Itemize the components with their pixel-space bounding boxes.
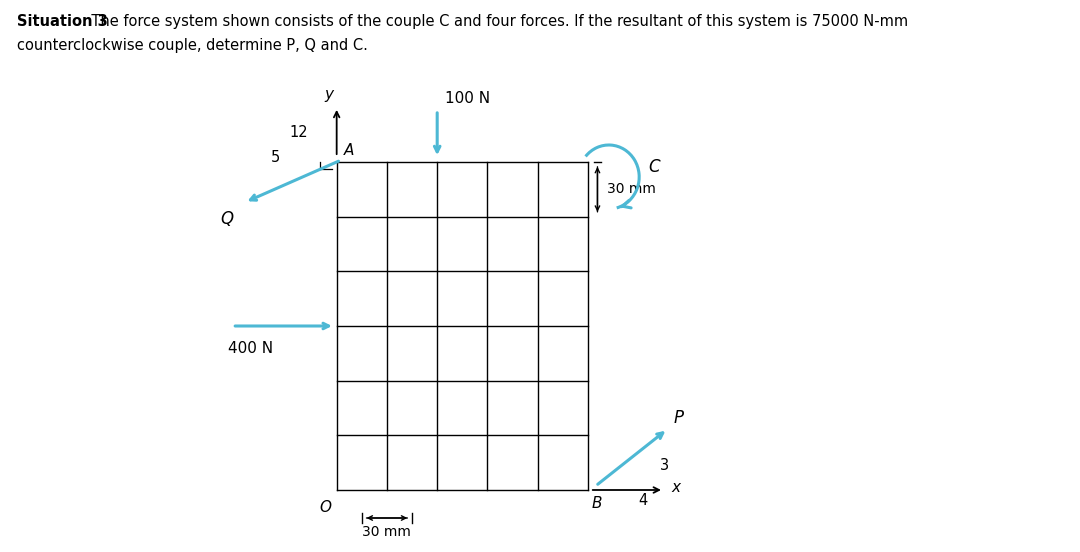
Text: 4: 4 <box>638 493 648 508</box>
Text: 30 mm: 30 mm <box>363 525 411 539</box>
Text: A: A <box>345 143 354 158</box>
Text: x: x <box>672 480 680 496</box>
Text: counterclockwise couple, determine P, Q and C.: counterclockwise couple, determine P, Q … <box>17 38 368 53</box>
Text: Q: Q <box>220 210 233 229</box>
Text: 100 N: 100 N <box>445 91 490 106</box>
Text: 5: 5 <box>270 151 280 166</box>
Text: 400 N: 400 N <box>228 341 273 356</box>
Text: O: O <box>320 500 332 515</box>
Text: B: B <box>592 496 603 511</box>
Text: . The force system shown consists of the couple C and four forces. If the result: . The force system shown consists of the… <box>82 14 907 29</box>
Text: C: C <box>649 158 660 176</box>
Text: y: y <box>325 87 334 102</box>
Text: 12: 12 <box>289 125 308 140</box>
Text: 3: 3 <box>660 459 670 474</box>
Text: Situation 3: Situation 3 <box>17 14 108 29</box>
Text: 30 mm: 30 mm <box>607 182 656 197</box>
Text: P: P <box>673 409 684 427</box>
